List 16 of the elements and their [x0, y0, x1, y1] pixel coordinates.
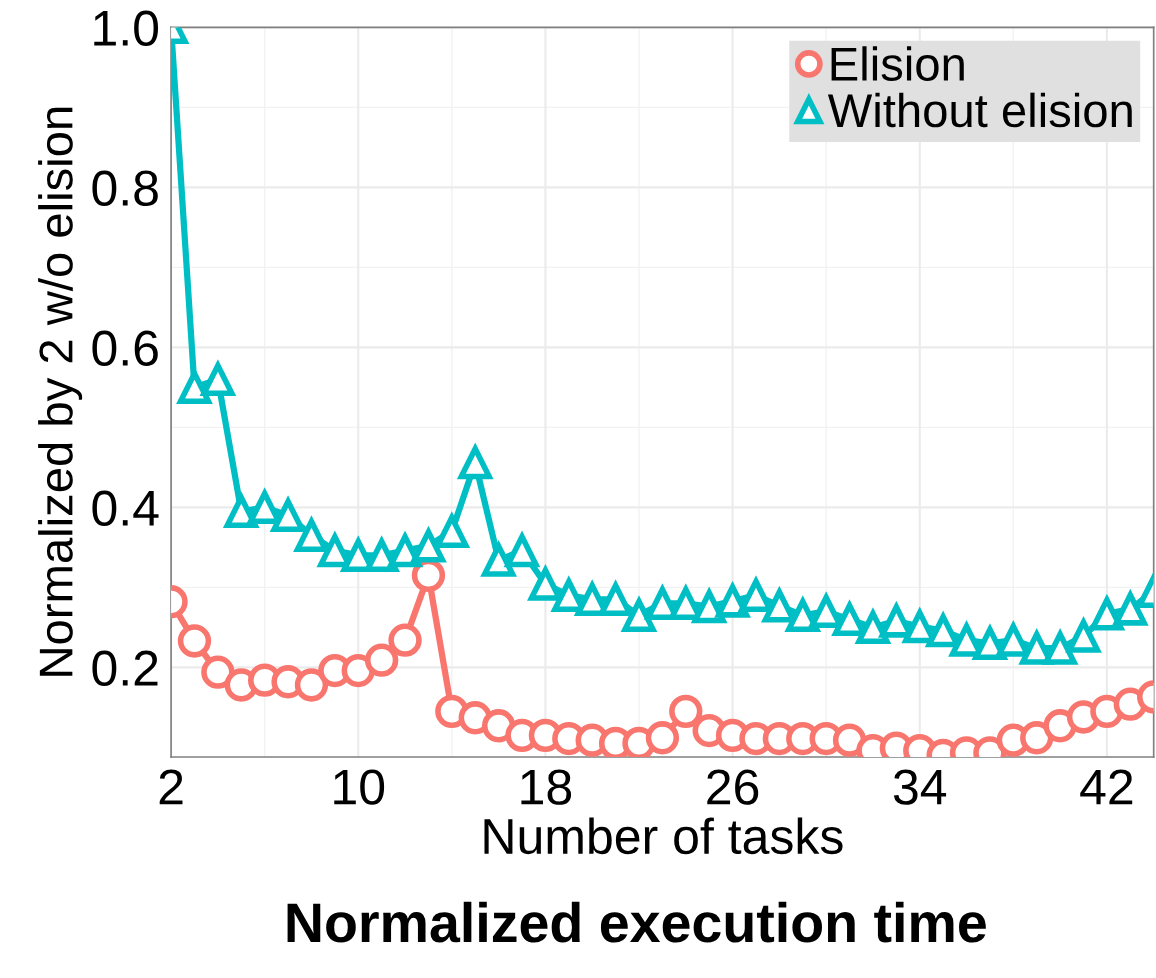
- text: Normalized execution time: [287, 901, 986, 943]
- x-tick-label: 10: [334, 769, 385, 805]
- x-tick-label: 26: [707, 769, 759, 805]
- x-tick-label: 42: [1080, 769, 1133, 805]
- x-axis-title: Number of tasks: [484, 817, 843, 855]
- y-axis-title: Normalized by 2 w/o elision: [38, 107, 83, 676]
- legend-label: Without elision: [827, 92, 1132, 128]
- x-tick-label: 34: [893, 769, 947, 805]
- y-tick-label: 0.2: [92, 650, 158, 686]
- x-tick-label: 2: [159, 769, 183, 805]
- legend-label: Elision: [831, 46, 964, 81]
- y-tick-label: 1.0: [94, 10, 159, 46]
- x-tick-label: 18: [521, 769, 572, 805]
- y-tick-label: 0.4: [92, 490, 159, 526]
- y-tick-label: 0.8: [92, 170, 158, 206]
- y-tick-label: 0.6: [92, 330, 158, 366]
